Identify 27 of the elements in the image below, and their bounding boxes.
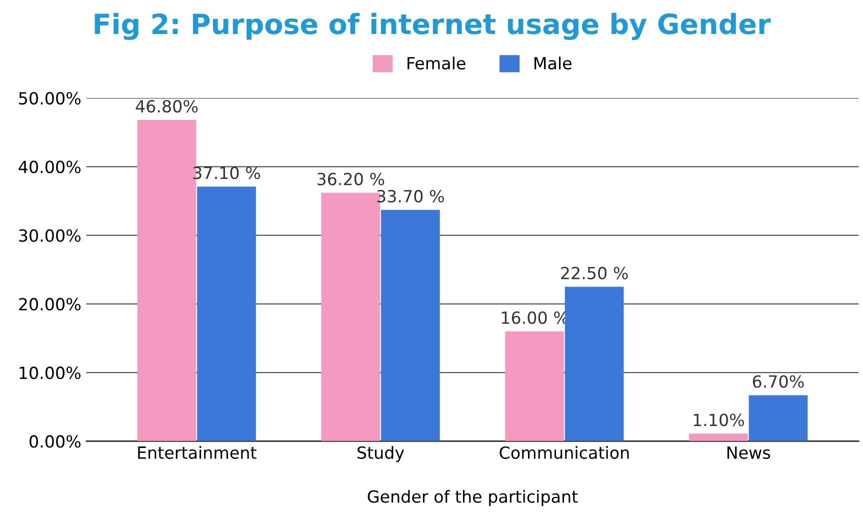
data-label: 36.20 % bbox=[318, 172, 384, 186]
bar bbox=[381, 210, 440, 442]
data-label: 46.80% bbox=[136, 100, 198, 113]
x-tick-label: Study bbox=[358, 446, 404, 462]
x-tick-label: Communication bbox=[500, 446, 629, 459]
y-tick-label: 20.00% bbox=[19, 298, 81, 310]
data-label: 37.10 % bbox=[193, 166, 260, 180]
legend-label: Female bbox=[408, 56, 466, 70]
y-tick-label: 30.00% bbox=[19, 229, 81, 242]
bar bbox=[689, 434, 748, 442]
data-label: 22.50 % bbox=[561, 266, 628, 280]
chart-title: Fig 2: Purpose of internet usage by Gender bbox=[94, 12, 771, 40]
bar bbox=[505, 331, 564, 442]
x-axis-title: Gender of the participant bbox=[368, 490, 578, 506]
bar bbox=[564, 286, 624, 442]
y-tick-label: 10.00% bbox=[20, 366, 81, 380]
x-tick-label: Entertainment bbox=[138, 446, 256, 459]
data-label: 6.70% bbox=[752, 375, 804, 388]
bar bbox=[748, 395, 808, 442]
data-label: 1.10% bbox=[694, 414, 744, 426]
data-label: 33.70 % bbox=[377, 190, 444, 203]
y-tick-label: 50.00% bbox=[19, 92, 81, 105]
x-tick-label: News bbox=[727, 446, 770, 459]
bar bbox=[197, 186, 256, 442]
legend-label: Male bbox=[534, 56, 572, 70]
y-tick-label: 0.00% bbox=[30, 435, 81, 448]
y-tick-label: 40.00% bbox=[18, 160, 81, 174]
